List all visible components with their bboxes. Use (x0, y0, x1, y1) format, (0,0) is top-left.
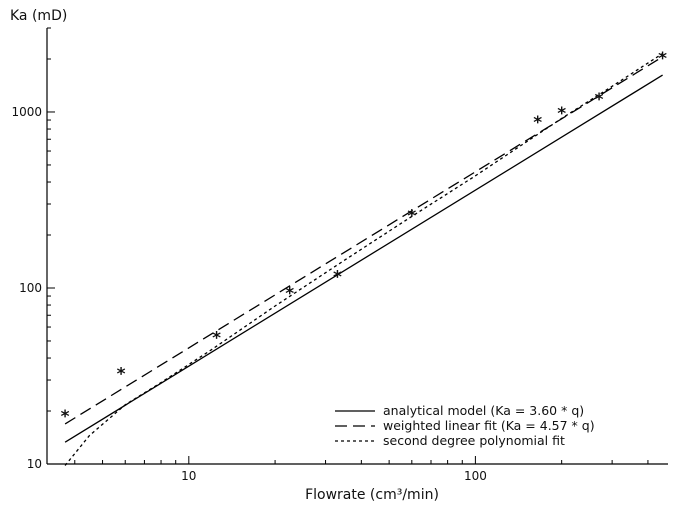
data-point-marker: * (285, 284, 294, 304)
data-point-marker: * (117, 365, 126, 385)
y-tick-label: 100 (19, 281, 42, 295)
y-tick-label: 1000 (11, 105, 42, 119)
y-tick-label: 10 (27, 457, 42, 471)
legend-label: weighted linear fit (Ka = 4.57 * q) (383, 418, 595, 433)
series-line (64, 74, 663, 443)
legend-label: second degree polynomial fit (383, 433, 565, 448)
data-point-marker: * (658, 49, 667, 69)
series-line (64, 52, 663, 466)
x-axis-label-text: Flowrate (cm³/min) (305, 487, 439, 503)
y-axis-label: Ka (mD) (10, 8, 67, 24)
legend: analytical model (Ka = 3.60 * q)weighted… (335, 403, 595, 448)
data-point-marker: * (533, 113, 542, 133)
data-point-marker: * (595, 90, 604, 110)
series-layer: * * * * * * * * * * (61, 49, 667, 466)
axes: 10 100 10 100 1000 (11, 27, 668, 483)
x-tick-label: 100 (464, 469, 487, 483)
legend-label: analytical model (Ka = 3.60 * q) (383, 403, 584, 418)
data-point-marker: * (407, 206, 416, 226)
data-point-marker: * (61, 407, 70, 427)
data-point-marker: * (212, 329, 221, 349)
x-tick-label: 10 (181, 469, 196, 483)
x-axis-label: Flowrate (cm³/min) (305, 487, 439, 503)
data-point-marker: * (557, 104, 566, 124)
data-point-marker: * (333, 267, 342, 287)
series-line (64, 56, 663, 425)
